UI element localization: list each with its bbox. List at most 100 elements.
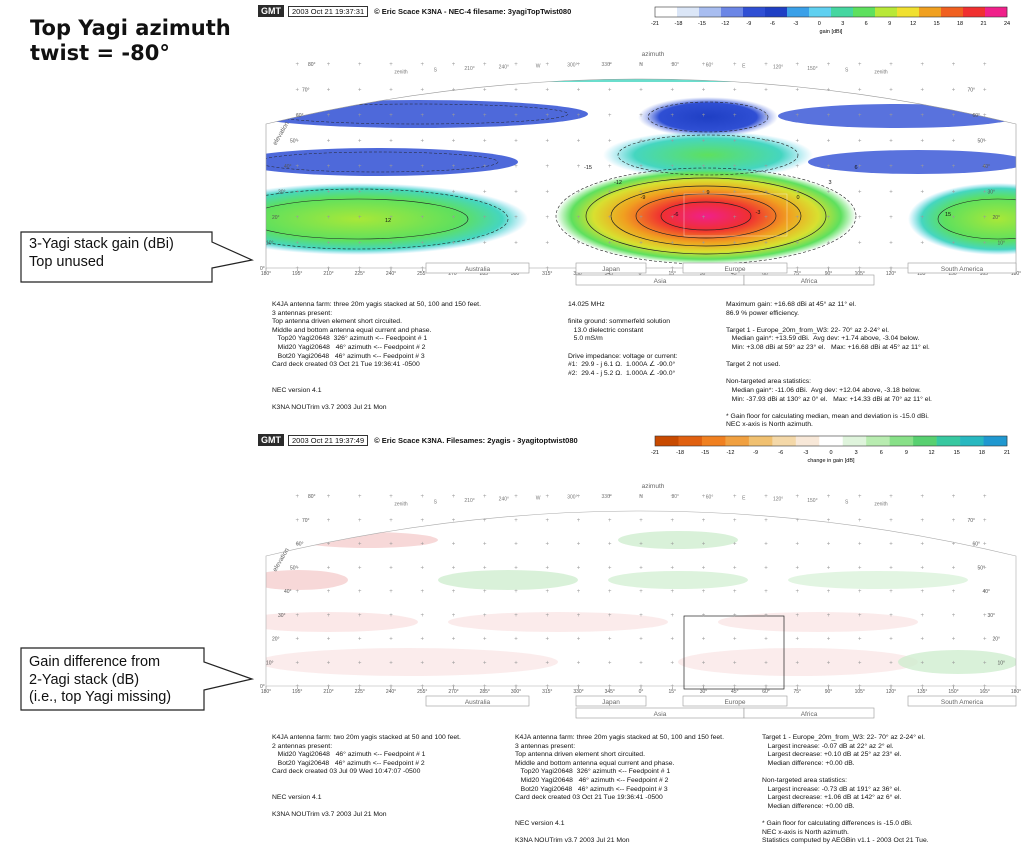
- region-box: [425, 695, 530, 707]
- grid-cross: +: [795, 190, 799, 196]
- colorbar-swatch: [985, 7, 1008, 17]
- chart2-notes-left: K4JA antenna farm: two 20m yagis stacked…: [272, 734, 461, 819]
- contour-label: 15: [945, 212, 951, 218]
- x-tick-label: 135°: [917, 271, 927, 276]
- grid-cross: +: [327, 637, 331, 643]
- grid-cross: +: [358, 241, 362, 247]
- colorbar-tick-label: 18: [957, 21, 963, 27]
- grid-cross: +: [389, 164, 393, 170]
- grid-cross: +: [295, 241, 299, 247]
- y-tick-label: 80°: [308, 62, 316, 68]
- grid-cross: +: [295, 518, 299, 524]
- grid-cross: +: [827, 589, 831, 595]
- grid-cross: +: [920, 88, 924, 94]
- colorbar-swatch: [960, 436, 984, 446]
- contour-label: -12: [614, 180, 622, 186]
- grid-cross: +: [639, 684, 643, 690]
- grid-cross: +: [327, 589, 331, 595]
- contour-label: -3: [756, 210, 761, 216]
- grid-cross: +: [920, 190, 924, 196]
- x-tick-label: 330°: [573, 689, 583, 694]
- grid-cross: +: [452, 215, 456, 221]
- arc-label: 150°: [807, 498, 817, 504]
- colorbar-tick-label: 12: [929, 450, 935, 456]
- colorbar-swatch: [721, 7, 744, 17]
- grid-cross: +: [545, 88, 549, 94]
- x-tick-label: 225°: [355, 271, 365, 276]
- grid-cross: +: [639, 565, 643, 571]
- grid-cross: +: [483, 164, 487, 170]
- grid-cross: +: [670, 190, 674, 196]
- grid-cross: +: [764, 542, 768, 548]
- contour-label: 12: [385, 218, 391, 224]
- grid-cross: +: [702, 565, 706, 571]
- grid-cross: +: [702, 494, 706, 500]
- grid-cross: +: [764, 637, 768, 643]
- x-tick-label: 225°: [355, 689, 365, 694]
- x-tick-label: 45°: [731, 689, 739, 694]
- grid-cross: +: [764, 613, 768, 619]
- grid-cross: +: [795, 241, 799, 247]
- region-box: [682, 262, 788, 274]
- y-tick-label: 0°: [260, 684, 265, 690]
- y-tick-label-right: 20°: [992, 637, 1000, 643]
- colorbar-swatch: [819, 436, 844, 446]
- grid-cross: +: [670, 494, 674, 500]
- grid-cross: +: [608, 494, 612, 500]
- y-tick-label: 60°: [296, 542, 304, 548]
- chart2-notes-right: Target 1 - Europe_20m_from_W3: 22- 70° a…: [762, 734, 929, 845]
- arc-label: 30°: [672, 62, 680, 68]
- callout-box-2: [20, 647, 255, 711]
- grid-cross: +: [827, 565, 831, 571]
- grid-cross: +: [358, 88, 362, 94]
- grid-cross: +: [420, 190, 424, 196]
- grid-cross: +: [827, 241, 831, 247]
- x-tick-label: 165°: [980, 271, 990, 276]
- grid-cross: +: [389, 190, 393, 196]
- grid-cross: +: [327, 266, 331, 272]
- colorbar-swatch: [743, 7, 766, 17]
- grid-cross: +: [733, 613, 737, 619]
- chart1-notes-right: Maximum gain: +16.68 dBi at 45° az 11° e…: [726, 301, 932, 429]
- x-tick-label: 60°: [762, 689, 770, 694]
- grid-cross: +: [702, 190, 706, 196]
- grid-cross: +: [889, 215, 893, 221]
- grid-cross: +: [358, 684, 362, 690]
- chart1-timestamp: 2003 Oct 21 19:37:31: [288, 6, 369, 17]
- colorbar-tick-label: 3: [855, 450, 858, 456]
- grid-cross: +: [764, 518, 768, 524]
- grid-cross: +: [858, 518, 862, 524]
- grid-cross: +: [670, 215, 674, 221]
- x-tick-label: 210°: [323, 271, 333, 276]
- grid-cross: +: [827, 637, 831, 643]
- grid-cross: +: [702, 215, 706, 221]
- grid-cross: +: [795, 542, 799, 548]
- grid-cross: +: [545, 215, 549, 221]
- grid-cross: +: [514, 542, 518, 548]
- grid-cross: +: [483, 88, 487, 94]
- grid-cross: +: [889, 660, 893, 666]
- colorbar-tick-label: 15: [954, 450, 960, 456]
- grid-cross: +: [795, 613, 799, 619]
- y-tick-label: 50°: [290, 565, 298, 571]
- y-tick-label: 0°: [260, 266, 265, 272]
- arc-label: S: [434, 67, 438, 73]
- grid-cross: +: [389, 637, 393, 643]
- grid-cross: +: [358, 613, 362, 619]
- grid-cross: +: [389, 542, 393, 548]
- chart1-header: GMT 2003 Oct 21 19:37:31 © Eric Scace K3NA…: [258, 5, 571, 17]
- grid-cross: +: [920, 139, 924, 145]
- grid-cross: +: [889, 190, 893, 196]
- grid-cross: +: [577, 589, 581, 595]
- grid-cross: +: [577, 241, 581, 247]
- x-tick-label: 195°: [292, 271, 302, 276]
- grid-cross: +: [733, 241, 737, 247]
- grid-cross: +: [639, 637, 643, 643]
- region-label: Europe: [725, 266, 746, 273]
- contour-label: -6: [674, 212, 679, 218]
- grid-cross: +: [420, 139, 424, 145]
- grid-cross: +: [764, 660, 768, 666]
- x-tick-label: 180°: [261, 689, 271, 694]
- x-tick-label: 75°: [793, 689, 801, 694]
- y-tick-label-right: 20°: [992, 215, 1000, 221]
